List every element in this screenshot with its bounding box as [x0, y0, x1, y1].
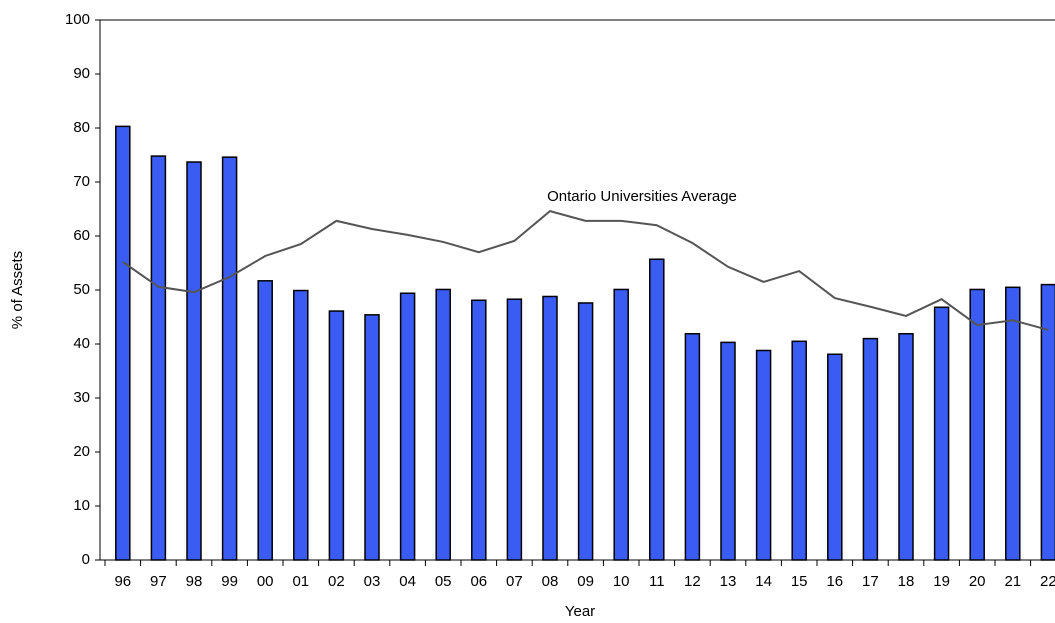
y-tick-label: 50 [73, 281, 90, 298]
x-tick-label: 09 [577, 573, 594, 590]
bar [649, 258, 665, 561]
x-tick-label: 16 [826, 573, 843, 590]
x-tick-label: 05 [435, 573, 452, 590]
bar [1005, 286, 1021, 561]
bar [827, 353, 843, 561]
x-tick-label: 19 [933, 573, 950, 590]
bar [1040, 283, 1055, 561]
bar [471, 299, 487, 561]
bar [115, 125, 131, 561]
y-tick-label: 40 [73, 335, 90, 352]
y-tick-label: 10 [73, 497, 90, 514]
bar [933, 306, 950, 561]
x-tick-label: 22 [1040, 573, 1055, 590]
bar [221, 156, 238, 561]
bar [969, 288, 985, 561]
bar [720, 341, 736, 561]
line-annotation: Ontario Universities Average [547, 188, 737, 205]
x-tick-label: 13 [720, 573, 737, 590]
x-tick-label: 00 [257, 573, 274, 590]
x-tick-label: 14 [755, 573, 772, 590]
x-tick-label: 11 [649, 573, 665, 590]
bar [364, 314, 380, 561]
average-line [122, 210, 1049, 331]
bar [399, 292, 416, 561]
bar [186, 161, 202, 561]
bar [755, 349, 772, 561]
x-axis-label: Year [565, 603, 595, 620]
y-tick-label: 70 [73, 173, 90, 190]
bar [577, 302, 594, 561]
bar [791, 340, 807, 561]
bar [293, 289, 309, 561]
x-tick-label: 07 [506, 573, 523, 590]
x-tick-label: 17 [862, 573, 879, 590]
x-tick-label: 03 [364, 573, 381, 590]
bar [328, 310, 345, 561]
x-tick-label: 01 [292, 573, 309, 590]
bar [898, 332, 914, 561]
bar [542, 295, 558, 561]
bar [862, 337, 879, 561]
x-tick-label: 12 [684, 573, 701, 590]
x-tick-label: 98 [186, 573, 203, 590]
bar [150, 155, 167, 561]
y-tick-label: 100 [65, 11, 90, 28]
bar [257, 280, 273, 561]
x-tick-label: 96 [114, 573, 131, 590]
y-tick-label: 80 [73, 119, 90, 136]
x-tick-label: 08 [542, 573, 559, 590]
bar [613, 288, 629, 561]
y-tick-label: 0 [82, 551, 90, 568]
x-tick-label: 02 [328, 573, 345, 590]
x-tick-label: 15 [791, 573, 808, 590]
bar [684, 332, 701, 561]
y-tick-label: 60 [73, 227, 90, 244]
x-tick-label: 10 [613, 573, 630, 590]
bar [435, 288, 451, 561]
x-tick-label: 21 [1004, 573, 1021, 590]
y-tick-label: 20 [73, 443, 90, 460]
x-tick-label: 99 [221, 573, 238, 590]
x-tick-label: 04 [399, 573, 416, 590]
x-tick-label: 20 [969, 573, 986, 590]
y-axis-label: % of Assets [9, 251, 26, 329]
x-tick-label: 18 [898, 573, 915, 590]
x-tick-label: 06 [470, 573, 487, 590]
y-tick-label: 30 [73, 389, 90, 406]
x-tick-label: 97 [150, 573, 167, 590]
y-tick-label: 90 [73, 65, 90, 82]
bar [506, 298, 523, 561]
